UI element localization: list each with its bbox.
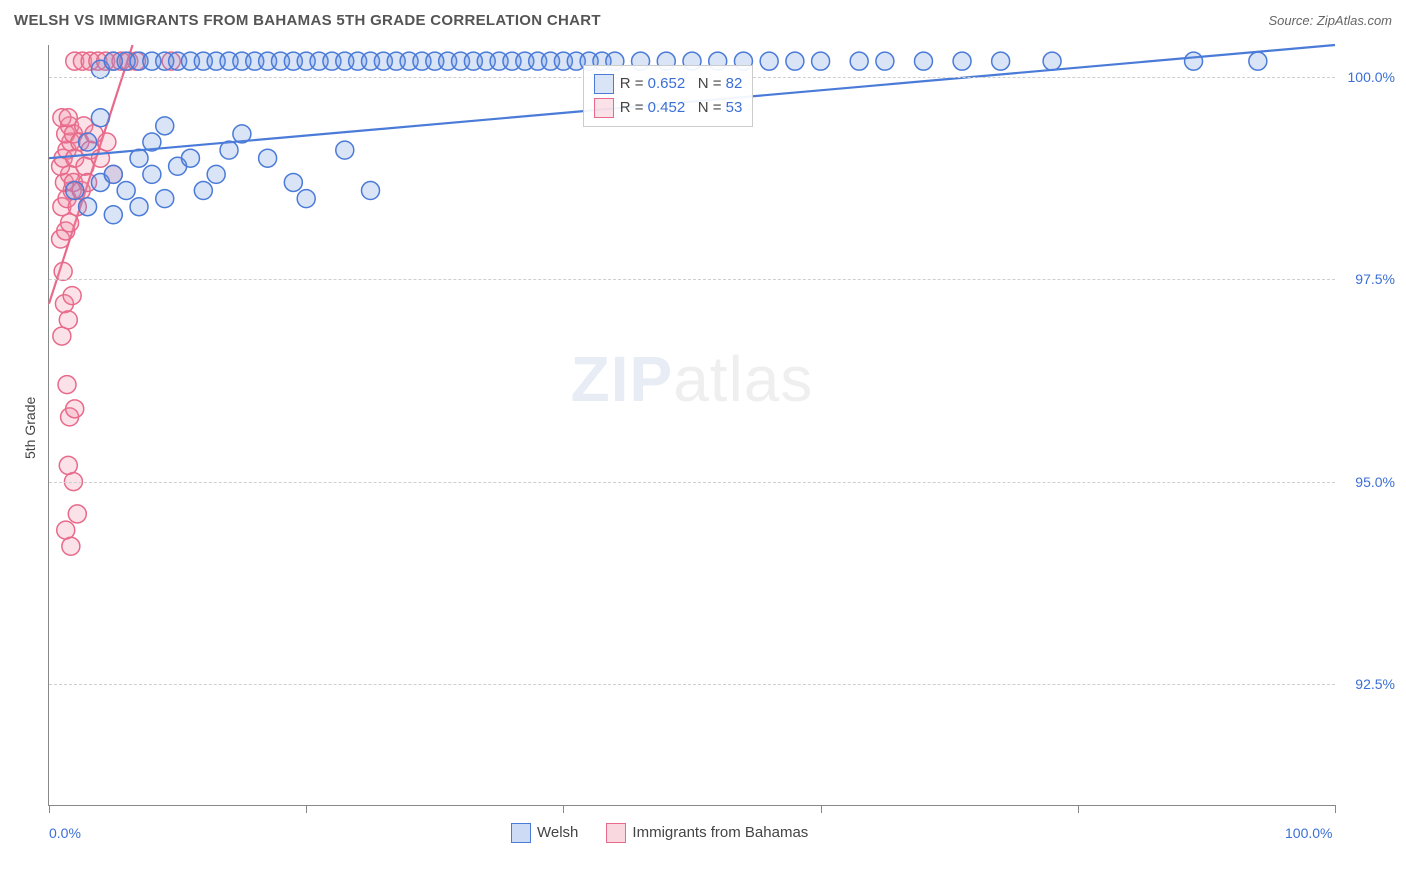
gridline <box>49 684 1335 685</box>
x-tick <box>1078 805 1079 813</box>
x-tick <box>821 805 822 813</box>
legend-text: R = 0.452 N = 53 <box>620 96 743 120</box>
legend-swatch <box>511 823 531 843</box>
legend-text: R = 0.652 N = 82 <box>620 72 743 96</box>
data-point <box>1043 52 1061 70</box>
data-point <box>63 287 81 305</box>
data-point <box>220 141 238 159</box>
chart-title: WELSH VS IMMIGRANTS FROM BAHAMAS 5TH GRA… <box>14 12 601 29</box>
y-tick-label: 95.0% <box>1355 474 1395 490</box>
data-point <box>953 52 971 70</box>
y-tick-label: 92.5% <box>1355 676 1395 692</box>
legend-swatch <box>606 823 626 843</box>
data-point <box>66 182 84 200</box>
data-point <box>207 165 225 183</box>
data-point <box>812 52 830 70</box>
data-point <box>53 327 71 345</box>
plot-area: ZIPatlas 92.5%95.0%97.5%100.0%0.0%100.0%… <box>48 45 1335 806</box>
legend-row: R = 0.452 N = 53 <box>594 96 743 120</box>
x-tick <box>306 805 307 813</box>
data-point <box>297 190 315 208</box>
y-tick-label: 97.5% <box>1355 271 1395 287</box>
data-point <box>914 52 932 70</box>
data-point <box>992 52 1010 70</box>
x-tick-label: 100.0% <box>1285 825 1332 841</box>
legend-label: Welsh <box>537 824 578 841</box>
data-point <box>336 141 354 159</box>
data-point <box>57 521 75 539</box>
gridline <box>49 482 1335 483</box>
bottom-legend-item: Immigrants from Bahamas <box>606 823 808 843</box>
data-point <box>876 52 894 70</box>
data-point <box>1249 52 1267 70</box>
data-point <box>259 149 277 167</box>
data-point <box>79 133 97 151</box>
data-point <box>130 198 148 216</box>
data-point <box>130 149 148 167</box>
x-tick <box>1335 805 1336 813</box>
source-label: Source: ZipAtlas.com <box>1268 13 1392 28</box>
data-point <box>58 376 76 394</box>
data-point <box>1185 52 1203 70</box>
gridline <box>49 279 1335 280</box>
data-point <box>156 190 174 208</box>
data-point <box>181 149 199 167</box>
data-point <box>786 52 804 70</box>
data-point <box>91 149 109 167</box>
data-point <box>284 173 302 191</box>
legend-label: Immigrants from Bahamas <box>632 824 808 841</box>
data-point <box>79 198 97 216</box>
data-point <box>362 182 380 200</box>
bottom-legend: Welsh Immigrants from Bahamas <box>511 823 808 843</box>
data-point <box>760 52 778 70</box>
title-bar: WELSH VS IMMIGRANTS FROM BAHAMAS 5TH GRA… <box>14 12 1392 29</box>
x-tick-label: 0.0% <box>49 825 81 841</box>
data-point <box>61 214 79 232</box>
data-point <box>66 400 84 418</box>
data-point <box>62 537 80 555</box>
data-point <box>194 182 212 200</box>
correlation-legend: R = 0.652 N = 82R = 0.452 N = 53 <box>583 65 754 127</box>
data-point <box>143 165 161 183</box>
data-point <box>59 456 77 474</box>
legend-row: R = 0.652 N = 82 <box>594 72 743 96</box>
data-point <box>104 165 122 183</box>
data-point <box>233 125 251 143</box>
x-tick <box>563 805 564 813</box>
data-point <box>117 182 135 200</box>
data-point <box>850 52 868 70</box>
data-point <box>54 262 72 280</box>
data-point <box>104 206 122 224</box>
data-point <box>59 311 77 329</box>
data-point <box>68 505 86 523</box>
data-point <box>91 109 109 127</box>
y-axis-title: 5th Grade <box>22 397 38 459</box>
plot-svg <box>49 45 1335 805</box>
data-point <box>143 133 161 151</box>
data-point <box>156 117 174 135</box>
y-tick-label: 100.0% <box>1348 69 1395 85</box>
legend-swatch <box>594 74 614 94</box>
x-tick <box>49 805 50 813</box>
legend-swatch <box>594 98 614 118</box>
data-point <box>98 133 116 151</box>
bottom-legend-item: Welsh <box>511 823 578 843</box>
